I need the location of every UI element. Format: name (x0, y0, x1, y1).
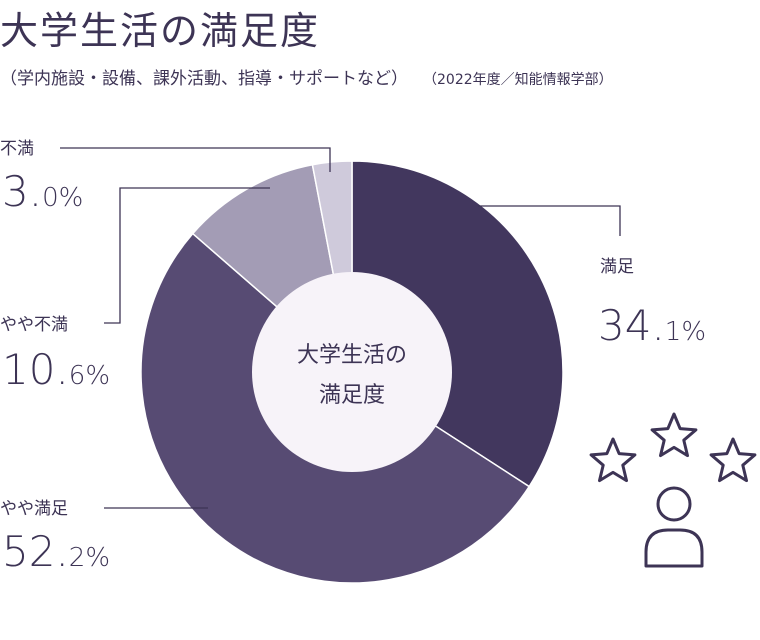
person-body-icon (644, 528, 704, 568)
label-value-dissatisfied: 3.0% (2, 167, 83, 216)
label-value-somewhat-satisfied: 52.2% (2, 527, 110, 576)
star-icon (589, 437, 637, 483)
center-label-line2: 満足度 (319, 383, 385, 408)
star-icon (709, 437, 757, 483)
leader-line-satisfied (478, 205, 621, 236)
label-name-somewhat-dissatisfied: やや不満 (0, 315, 68, 335)
label-value-satisfied: 34.1% (598, 301, 706, 350)
page-subtitle: （学内施設・設備、課外活動、指導・サポートなど） （2022年度／知能情報学部） (0, 64, 613, 89)
label-value-somewhat-dissatisfied: 10.6% (2, 345, 110, 394)
chart-center-hole (252, 272, 452, 472)
leader-line-somewhat-dissatisfied (104, 187, 270, 324)
center-label-line1: 大学生活の (297, 343, 407, 368)
label-name-somewhat-satisfied: やや満足 (0, 499, 68, 519)
label-name-satisfied: 満足 (600, 257, 634, 277)
subtitle-text: （学内施設・設備、課外活動、指導・サポートなど） (0, 69, 408, 89)
star-icon (650, 412, 698, 458)
person-head-icon (656, 486, 692, 522)
leader-line-dissatisfied (60, 147, 331, 172)
page-title: 大学生活の満足度 (0, 9, 321, 53)
stars-and-person-icon (589, 412, 757, 568)
year-note: （2022年度／知能情報学部） (430, 72, 613, 88)
label-name-dissatisfied: 不満 (0, 139, 34, 159)
